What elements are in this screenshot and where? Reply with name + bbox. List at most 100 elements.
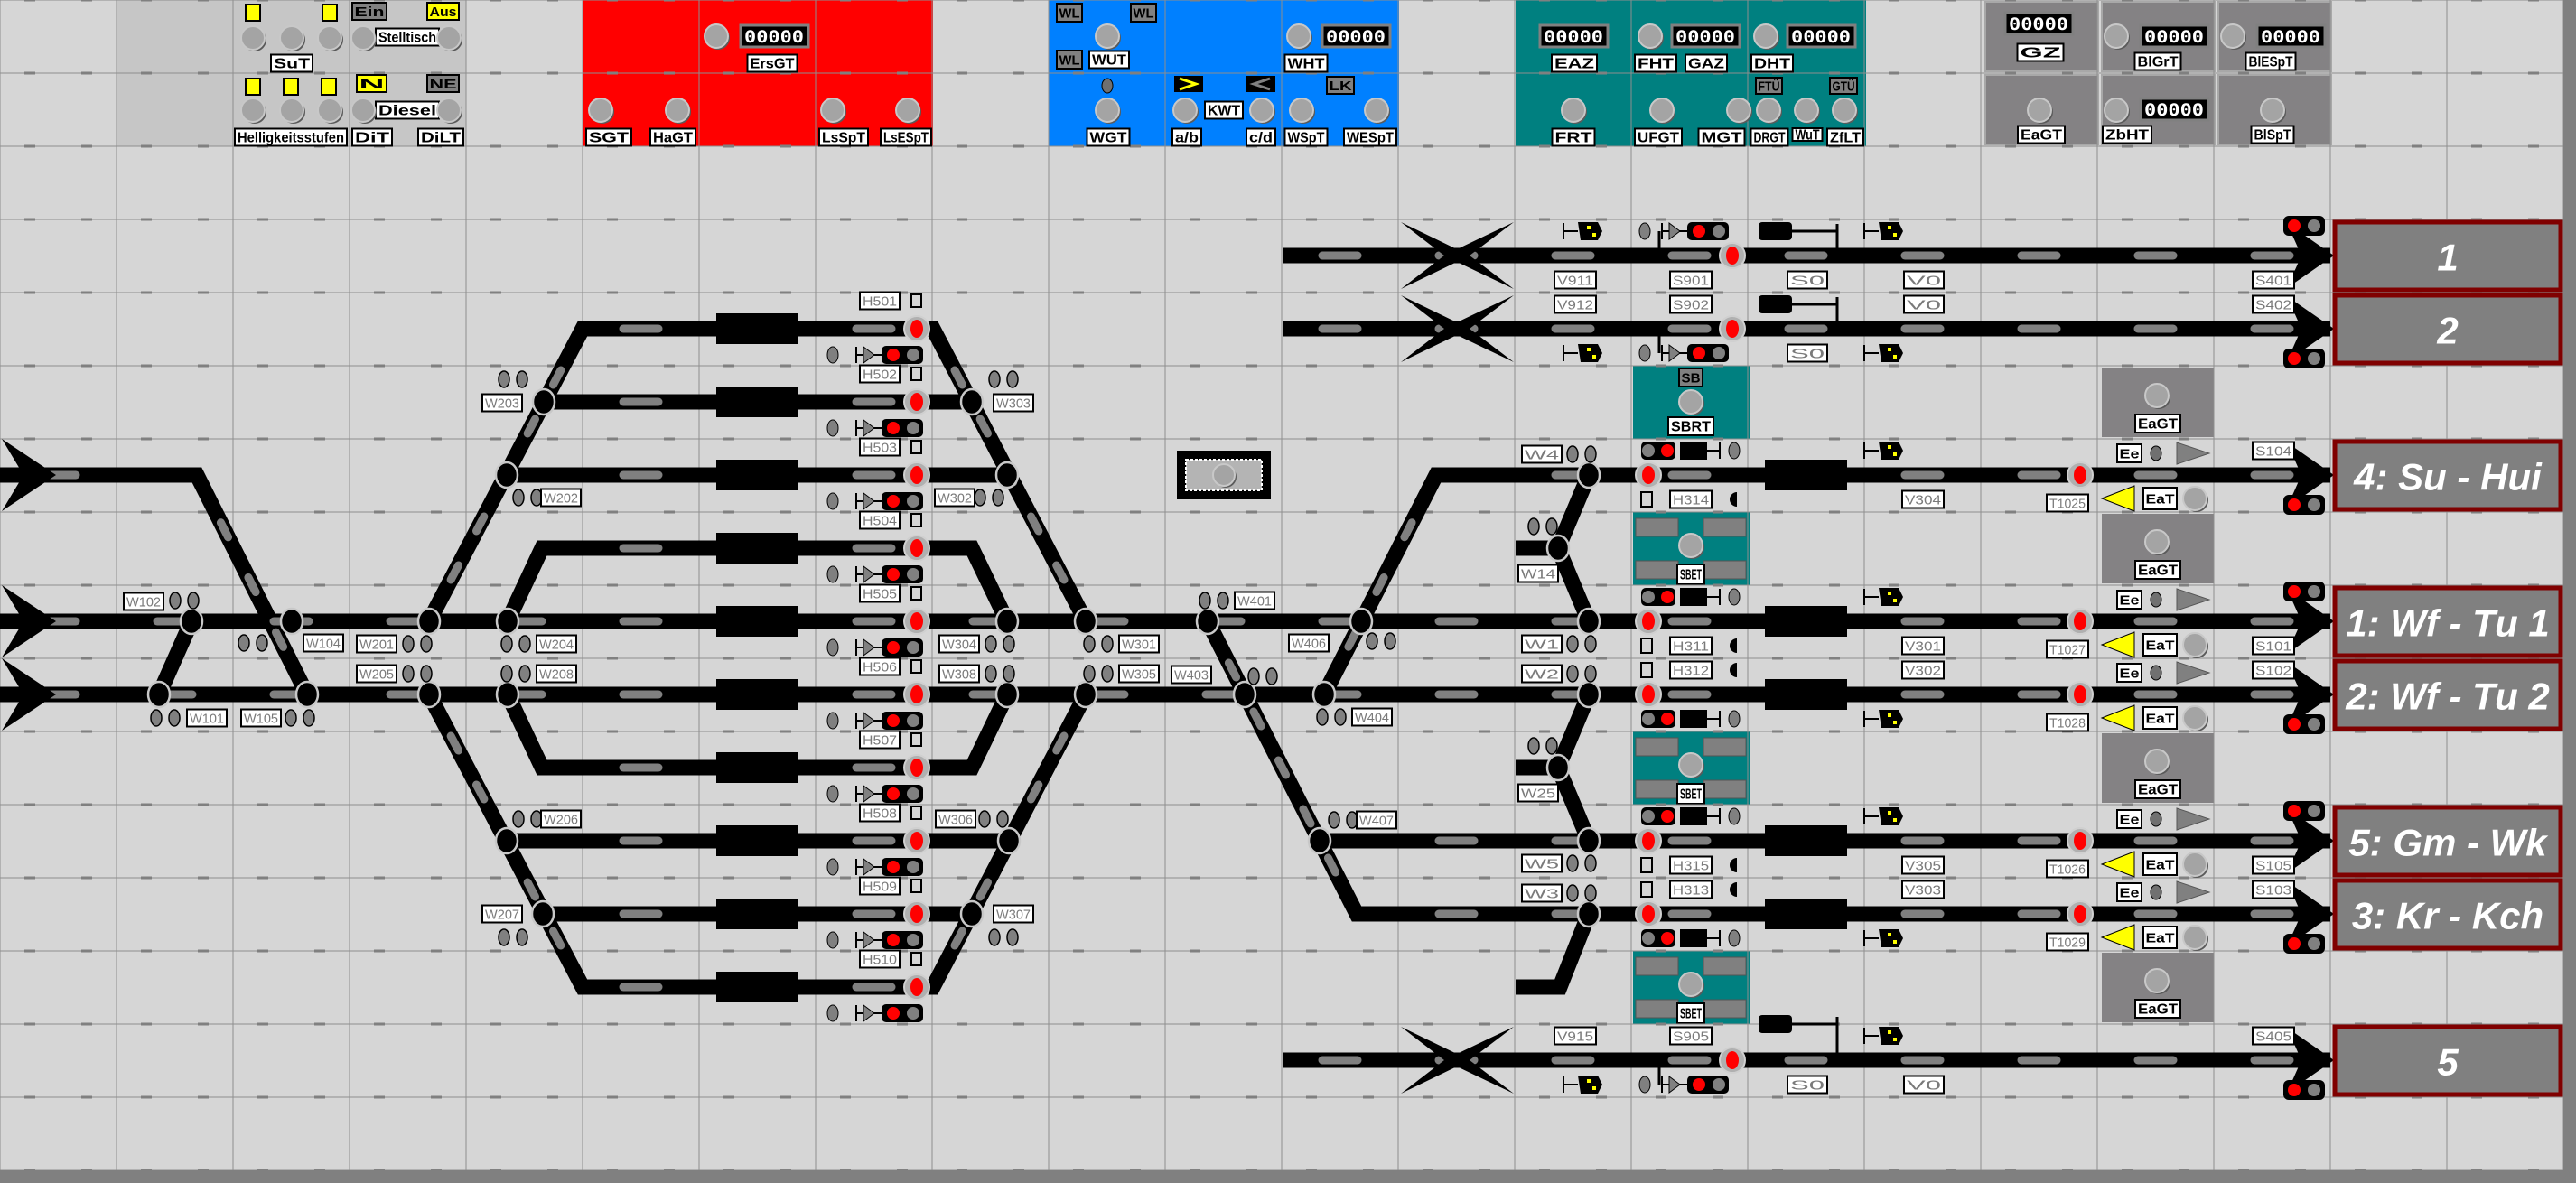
knob-button[interactable] <box>279 98 305 124</box>
turnout[interactable]: W5 <box>1521 826 1601 873</box>
kwt-button[interactable]: KWT <box>1204 100 1244 120</box>
turnout[interactable]: W14 <box>1517 517 1571 583</box>
turnout-switch-icon[interactable] <box>994 680 1020 709</box>
turnout[interactable]: W104 <box>238 607 344 653</box>
eagt-button[interactable] <box>2144 968 2170 994</box>
turnout-switch-icon[interactable] <box>1349 607 1374 636</box>
knob-button[interactable] <box>1649 98 1675 124</box>
knob-button[interactable] <box>350 98 377 124</box>
sbet-label[interactable]: SBET <box>1676 564 1705 585</box>
drgt-button[interactable]: DRGT <box>1750 127 1789 147</box>
turnout[interactable]: W307 <box>959 899 1034 946</box>
signal-checkbox[interactable] <box>910 293 922 308</box>
turnout[interactable]: W208 <box>495 664 577 709</box>
knob-button[interactable] <box>2260 98 2286 124</box>
blespt-button[interactable]: BlESpT <box>2245 51 2297 71</box>
sgt-button[interactable]: SGT <box>585 127 632 147</box>
eagt-button[interactable]: EaGT <box>2017 125 2066 144</box>
knob-button[interactable] <box>1561 98 1587 124</box>
signal-button[interactable] <box>2067 827 2094 854</box>
signal-button[interactable] <box>903 827 930 854</box>
signal-checkbox[interactable] <box>910 879 922 893</box>
turnout[interactable]: W101 <box>146 680 228 728</box>
signal-button[interactable] <box>1719 315 1746 342</box>
sbet-button[interactable] <box>1678 533 1704 559</box>
knob-button[interactable] <box>240 98 266 124</box>
knob-button[interactable] <box>2104 23 2130 50</box>
signal-button[interactable] <box>903 973 930 1001</box>
turnout-switch-icon[interactable] <box>994 607 1020 636</box>
turnout-switch-icon[interactable] <box>1576 680 1601 709</box>
sbet-button[interactable] <box>1678 972 1704 998</box>
turnout-switch-icon[interactable] <box>494 461 519 489</box>
signal-button[interactable] <box>1635 681 1662 708</box>
track-block[interactable] <box>1765 460 1847 490</box>
destination-4[interactable]: 5: Gm - Wk <box>2332 805 2563 878</box>
signal-button[interactable] <box>2067 900 2094 927</box>
signal-button[interactable] <box>2067 681 2094 708</box>
zflt-button[interactable]: ZfLT <box>1826 127 1864 147</box>
turnout[interactable]: W25 <box>1517 737 1571 803</box>
signal-button[interactable] <box>903 900 930 927</box>
signal-checkbox[interactable] <box>910 586 922 601</box>
knob-button[interactable] <box>820 98 846 124</box>
turnout-switch-icon[interactable] <box>179 607 204 636</box>
turnout-switch-icon[interactable] <box>1073 607 1098 636</box>
turnout-switch-icon[interactable] <box>495 607 520 636</box>
turnout[interactable]: W105 <box>240 680 320 728</box>
knob-button[interactable] <box>704 23 730 50</box>
signal-checkbox[interactable] <box>1640 638 1653 654</box>
turnout-switch-icon[interactable] <box>1545 753 1571 782</box>
turnout-switch-icon[interactable] <box>1576 899 1601 928</box>
turnout[interactable]: W1 <box>1521 607 1601 654</box>
signal-checkbox[interactable] <box>910 659 922 674</box>
turnout[interactable]: W306 <box>935 809 1022 855</box>
turnout[interactable]: W2 <box>1521 664 1601 709</box>
signal-checkbox[interactable] <box>1640 662 1653 678</box>
eat-knob-button[interactable] <box>2182 705 2208 731</box>
turnout[interactable]: W3 <box>1521 883 1601 928</box>
track-block[interactable] <box>716 972 798 1002</box>
destination-3[interactable]: 2: Wf - Tu 2 <box>2332 658 2563 731</box>
turnout[interactable]: W203 <box>481 370 556 416</box>
turnout-switch-icon[interactable] <box>494 826 519 855</box>
lsespt-button[interactable]: LsESpT <box>880 127 932 147</box>
frt-button[interactable]: FRT <box>1551 127 1596 147</box>
wut-button[interactable]: WUT <box>1088 50 1130 70</box>
helligkeitsstufen-button[interactable]: Helligkeitsstufen <box>234 127 348 147</box>
turnout[interactable]: W302 <box>934 461 1020 508</box>
turnout-switch-icon[interactable] <box>1576 461 1601 489</box>
destination-2[interactable]: 1: Wf - Tu 1 <box>2332 585 2563 658</box>
turnout-switch-icon[interactable] <box>1195 607 1220 636</box>
knob-button[interactable] <box>1756 98 1782 124</box>
track-block[interactable] <box>716 313 798 344</box>
sbet-label[interactable]: SBET <box>1676 783 1705 805</box>
knob-button[interactable] <box>1726 98 1752 124</box>
turnout-switch-icon[interactable] <box>495 680 520 709</box>
ufgt-button[interactable]: UFGT <box>1634 127 1683 147</box>
track-block[interactable] <box>716 679 798 710</box>
knob-button[interactable] <box>665 98 691 124</box>
signal-checkbox[interactable] <box>910 806 922 820</box>
signal-button[interactable] <box>1635 900 1662 927</box>
signal-button[interactable] <box>903 461 930 489</box>
hagt-button[interactable]: HaGT <box>649 127 696 147</box>
signal-checkbox[interactable] <box>910 367 922 381</box>
knob-button[interactable] <box>1095 23 1121 50</box>
turnout[interactable]: W301 <box>1073 607 1160 654</box>
sut-button[interactable]: SuT <box>270 53 313 73</box>
turnout[interactable]: W308 <box>938 664 1020 709</box>
knob-button[interactable] <box>436 25 462 51</box>
signal-button[interactable] <box>903 388 930 415</box>
knob-button[interactable] <box>1832 98 1858 124</box>
sbrt-button[interactable] <box>1678 389 1704 415</box>
knob-button[interactable] <box>317 25 343 51</box>
turnout[interactable]: W303 <box>959 370 1034 416</box>
turnout-switch-icon[interactable] <box>1232 680 1257 709</box>
wht-button[interactable]: WHT <box>1283 53 1329 73</box>
signal-button[interactable] <box>2067 461 2094 489</box>
signal-button[interactable] <box>903 315 930 342</box>
destination-1[interactable]: 4: Su - Hui <box>2332 439 2563 512</box>
eagt-label[interactable]: EaGT <box>2134 999 2181 1019</box>
fht-button[interactable]: FHT <box>1634 53 1677 73</box>
